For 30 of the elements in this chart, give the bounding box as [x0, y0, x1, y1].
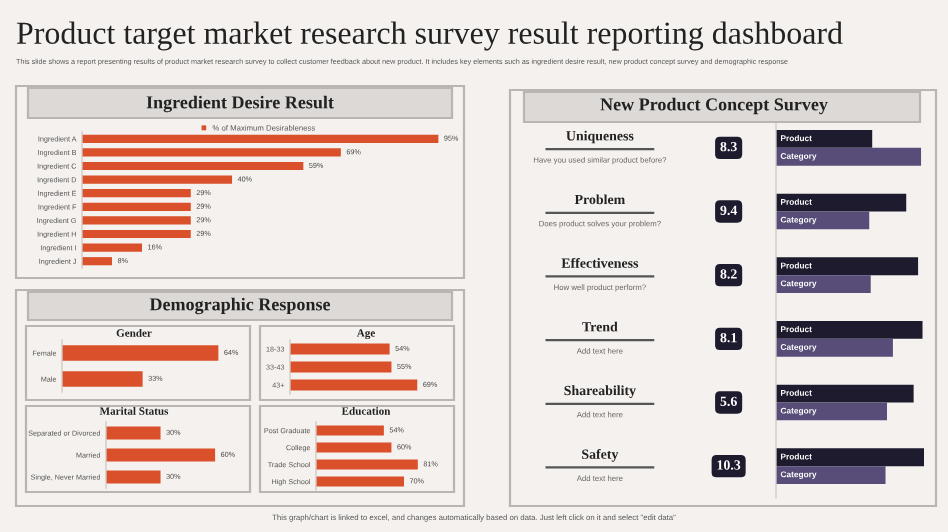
bar: [776, 338, 893, 357]
text: Product target market research survey result reporting dashboard: [16, 21, 843, 51]
bar: [316, 442, 392, 453]
chart-title: Ingredient Desire Result: [146, 95, 334, 113]
bar: [82, 257, 113, 266]
bar: [776, 130, 873, 148]
bar: [316, 459, 418, 470]
bar: [776, 275, 871, 293]
bar: [82, 202, 191, 211]
bar: [776, 384, 914, 403]
bar: [776, 147, 922, 166]
bar: [82, 229, 191, 239]
bar: [776, 321, 923, 339]
bar: [776, 257, 919, 276]
text: Demographic Response: [149, 297, 331, 315]
bar: [82, 216, 191, 225]
bar: [82, 148, 341, 157]
chart-title: New Product Concept Survey: [600, 97, 828, 115]
bar: [82, 134, 439, 143]
bar: [776, 193, 907, 212]
bar: [316, 476, 404, 487]
bar: [316, 425, 384, 436]
bar: [776, 448, 924, 467]
bar: [776, 466, 886, 484]
bar: [82, 175, 233, 184]
bar: [82, 161, 304, 171]
bar: [776, 211, 870, 230]
bar: [776, 402, 887, 421]
bar: [82, 243, 143, 252]
bar: [82, 189, 191, 198]
